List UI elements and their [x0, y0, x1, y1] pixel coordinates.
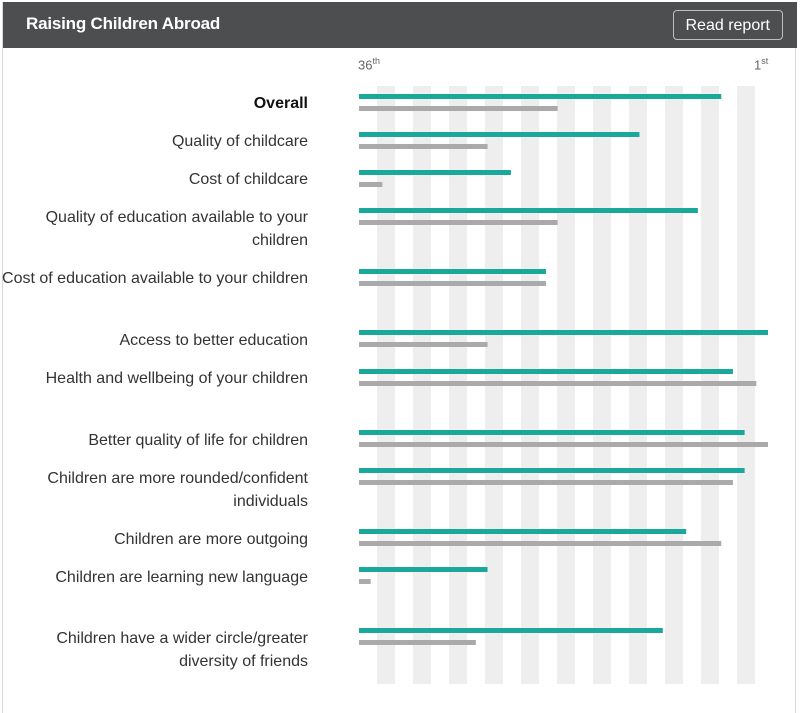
row-label: Quality of childcare — [171, 133, 308, 150]
bar-primary-9 — [359, 529, 687, 534]
row-label: Cost of childcare — [188, 171, 308, 188]
bar-secondary-10 — [359, 579, 371, 584]
row-label: Children are more rounded/confident indi… — [47, 470, 308, 510]
bar-secondary-6 — [359, 381, 757, 386]
bar-secondary-9 — [359, 541, 722, 546]
row-label: Children have a wider circle/greater div… — [56, 630, 308, 670]
axis-label-left: 36th — [358, 56, 380, 72]
row-label: Health and wellbeing of your children — [45, 370, 308, 387]
bar-secondary-3 — [359, 220, 558, 225]
bar-secondary-2 — [359, 182, 383, 187]
bar-secondary-4 — [359, 281, 546, 286]
bar-primary-7 — [359, 430, 745, 435]
bar-secondary-1 — [359, 144, 488, 149]
axis-label-right: 1st — [754, 56, 768, 72]
bar-secondary-5 — [359, 342, 488, 347]
row-label: Overall — [253, 95, 308, 112]
row-label: Better quality of life for children — [88, 432, 308, 449]
bar-primary-3 — [359, 208, 698, 213]
bar-secondary-0 — [359, 106, 558, 111]
axis-left-suffix: th — [372, 56, 380, 66]
bar-primary-6 — [359, 369, 733, 374]
bar-primary-5 — [359, 330, 768, 335]
row-label: Access to better education — [119, 332, 308, 349]
axis-left-number: 36 — [358, 57, 373, 73]
row-label: Children are more outgoing — [114, 531, 308, 548]
bar-secondary-8 — [359, 480, 733, 485]
bar-secondary-7 — [359, 442, 768, 447]
bar-primary-10 — [359, 567, 488, 572]
bar-secondary-11 — [359, 640, 476, 645]
panel-header: Raising Children Abroad Read report — [3, 2, 797, 48]
bar-primary-4 — [359, 269, 546, 274]
bar-primary-8 — [359, 468, 745, 473]
axis-right-suffix: st — [761, 56, 769, 66]
panel-title: Raising Children Abroad — [26, 14, 221, 33]
row-label: Cost of education available to your chil… — [2, 270, 308, 287]
row-label: Children are learning new language — [55, 569, 308, 586]
bar-primary-2 — [359, 170, 511, 175]
bar-primary-1 — [359, 132, 640, 137]
axis-right-number: 1 — [754, 57, 762, 73]
bar-primary-11 — [359, 628, 663, 633]
bar-primary-0 — [359, 94, 722, 99]
row-label: Quality of education available to your c… — [45, 209, 308, 249]
read-report-button[interactable]: Read report — [672, 10, 783, 40]
